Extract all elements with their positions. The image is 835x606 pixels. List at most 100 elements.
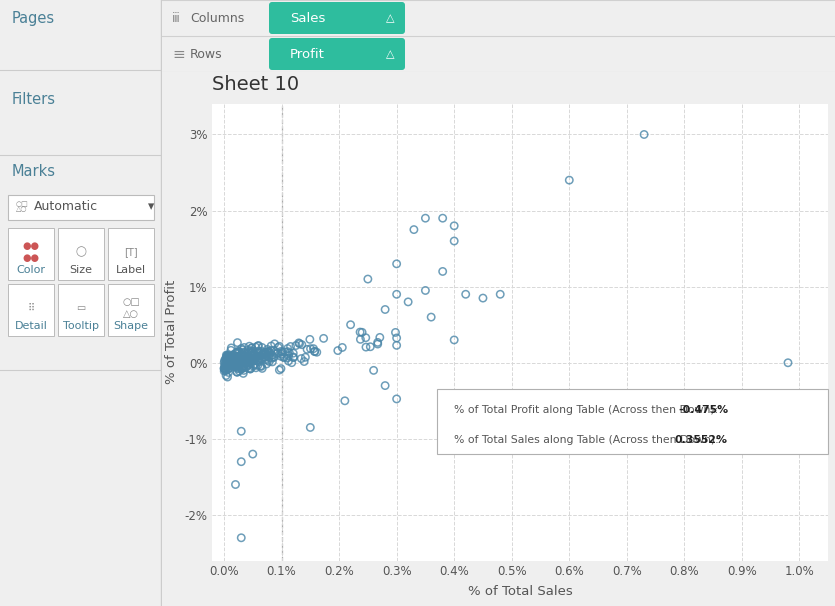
Point [245, 343, 258, 353]
Point [256, 350, 269, 360]
Point [227, 350, 240, 360]
Point [239, 358, 252, 367]
Point [265, 341, 278, 351]
Point [255, 362, 268, 371]
Point [271, 348, 284, 358]
Point [230, 358, 243, 368]
Point [218, 361, 231, 371]
Point [230, 348, 244, 358]
Point [228, 359, 241, 368]
Bar [108, 228, 154, 280]
Point [310, 347, 323, 357]
Point [278, 347, 291, 357]
Point [244, 364, 257, 374]
Point [256, 364, 269, 373]
FancyBboxPatch shape [437, 390, 828, 454]
Point [221, 356, 235, 366]
Point [222, 354, 235, 364]
Point [293, 339, 306, 348]
Point [219, 354, 232, 364]
Point [226, 356, 240, 365]
Point [637, 130, 650, 139]
Point [225, 361, 238, 370]
Text: ◯: ◯ [75, 247, 87, 257]
Point [344, 320, 357, 330]
Point [255, 347, 268, 356]
Point [222, 364, 235, 373]
Point [308, 347, 321, 356]
Point [245, 356, 259, 366]
Point [331, 345, 345, 355]
Point [230, 357, 243, 367]
Point [243, 355, 256, 365]
Point [436, 267, 449, 276]
Point [236, 357, 250, 367]
Text: Rows: Rows [190, 47, 223, 61]
Point [231, 362, 245, 371]
Point [225, 356, 238, 366]
Point [268, 339, 281, 348]
Point [238, 348, 251, 358]
Text: 0.3552%: 0.3552% [674, 435, 727, 445]
Point [235, 348, 249, 358]
FancyBboxPatch shape [269, 38, 405, 70]
Point [259, 352, 272, 362]
Point [229, 361, 242, 370]
Point [295, 340, 308, 350]
Point [266, 350, 279, 360]
Point [220, 371, 233, 381]
Point [235, 345, 249, 355]
Point [256, 349, 270, 359]
Point [371, 339, 384, 349]
Point [232, 353, 245, 362]
Point [285, 358, 298, 367]
Text: Tooltip: Tooltip [63, 321, 99, 331]
Point [244, 358, 257, 368]
Point [230, 352, 243, 362]
Text: % of Total Profit along Table (Across then Down):: % of Total Profit along Table (Across th… [454, 405, 722, 415]
Point [304, 422, 317, 432]
Text: Shape: Shape [114, 321, 149, 331]
Point [378, 305, 392, 315]
Point [220, 358, 234, 368]
Point [359, 342, 372, 352]
Point [289, 341, 302, 350]
Point [378, 381, 392, 390]
Point [266, 357, 279, 367]
Point [251, 361, 265, 370]
Text: Filters: Filters [12, 93, 56, 107]
Point [247, 361, 261, 371]
Point [407, 225, 421, 235]
Point [254, 361, 267, 371]
Bar [8, 228, 54, 280]
Point [267, 352, 281, 362]
Point [218, 363, 231, 373]
Point [278, 353, 291, 362]
Text: Automatic: Automatic [34, 201, 99, 213]
Text: ○□
△○: ○□ △○ [16, 202, 28, 213]
Point [220, 365, 234, 375]
Point [230, 351, 243, 361]
Point [286, 352, 300, 362]
Point [245, 347, 259, 357]
Point [227, 361, 240, 371]
Point [233, 347, 246, 357]
Bar [8, 284, 54, 336]
Point [228, 358, 241, 367]
Point [237, 357, 250, 367]
Text: Columns: Columns [190, 12, 245, 24]
Point [292, 338, 306, 348]
Point [258, 352, 271, 362]
Point [222, 355, 235, 365]
Bar [58, 228, 104, 280]
Point [234, 351, 247, 361]
Point [246, 351, 260, 361]
Point [251, 357, 265, 367]
Point [359, 333, 372, 342]
Point [230, 367, 244, 377]
Point [229, 480, 242, 490]
Point [227, 359, 240, 369]
Point [251, 356, 265, 365]
Text: Pages: Pages [12, 10, 55, 25]
Point [248, 354, 261, 364]
